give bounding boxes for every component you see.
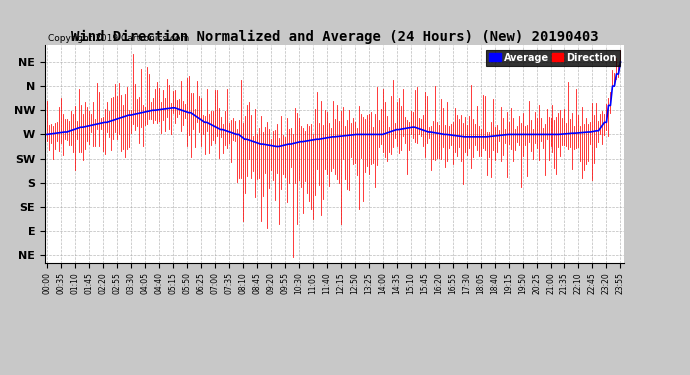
Legend: Average, Direction: Average, Direction <box>486 50 620 66</box>
Title: Wind Direction Normalized and Average (24 Hours) (New) 20190403: Wind Direction Normalized and Average (2… <box>71 30 598 44</box>
Text: Copyright 2019 Cartronics.com: Copyright 2019 Cartronics.com <box>48 34 189 43</box>
